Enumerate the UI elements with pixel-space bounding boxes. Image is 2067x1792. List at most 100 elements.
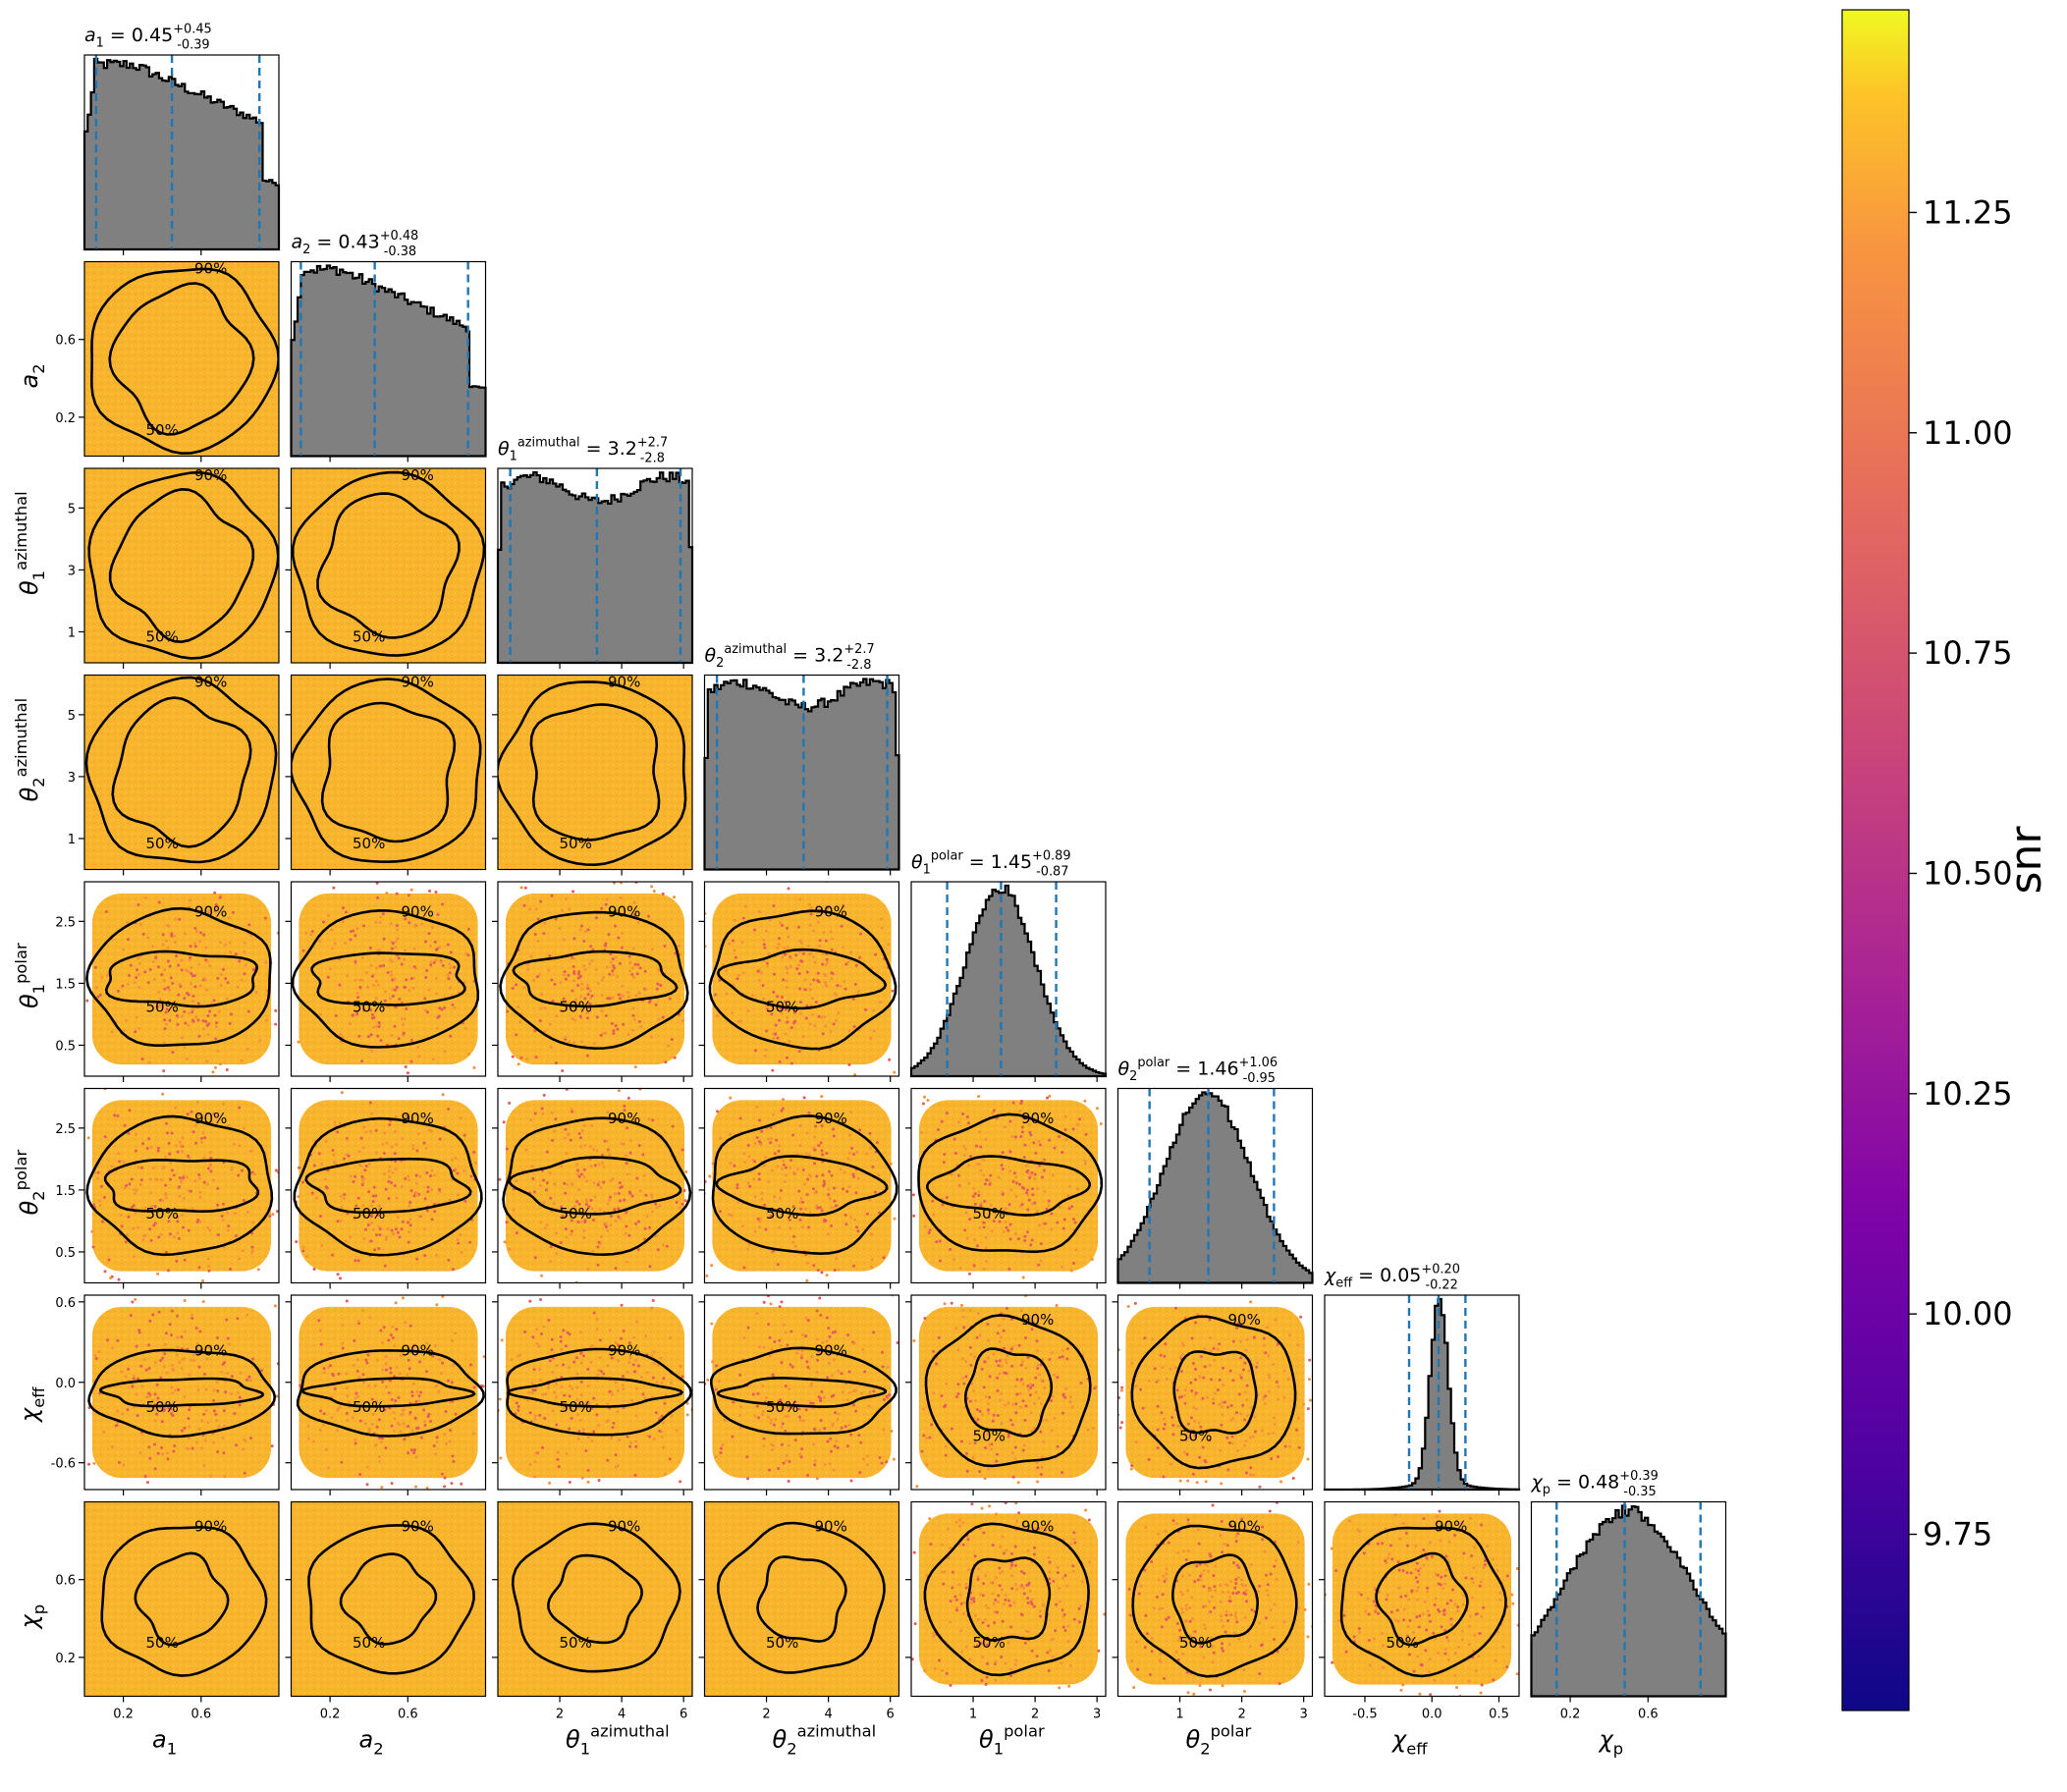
scatter-point — [486, 1256, 489, 1259]
scatter-point — [1179, 1370, 1183, 1374]
scatter-point — [401, 1136, 405, 1140]
scatter-point — [1000, 1422, 1004, 1426]
scatter-point — [1009, 1625, 1013, 1629]
scatter-point — [648, 1265, 652, 1269]
scatter-point — [961, 1308, 965, 1312]
scatter-point — [770, 1012, 774, 1016]
scatter-point — [616, 1388, 620, 1392]
scatter-point — [553, 982, 557, 986]
contour-90 — [923, 1522, 1090, 1677]
scatter-point — [1010, 1587, 1014, 1591]
scatter-point — [612, 964, 616, 968]
scatter-point — [560, 1347, 564, 1351]
scatter-point — [487, 963, 490, 966]
scatter-point — [957, 1583, 961, 1587]
scatter-point — [1242, 1668, 1246, 1672]
scatter-point — [787, 1443, 790, 1447]
scatter-point — [980, 1506, 984, 1510]
scatter-point — [1033, 1321, 1037, 1325]
scatter-point — [711, 1360, 715, 1364]
scatter-point — [370, 1049, 374, 1053]
scatter-point — [126, 920, 130, 924]
scatter-point — [542, 1325, 546, 1329]
scatter-point — [561, 1069, 565, 1073]
scatter-point — [1014, 1231, 1018, 1235]
scatter-point — [160, 1198, 164, 1202]
scatter-point — [678, 944, 681, 948]
scatter-point — [331, 1373, 335, 1377]
scatter-point — [668, 997, 672, 1001]
scatter-point — [119, 1214, 123, 1218]
scatter-point — [147, 1366, 151, 1370]
scatter-point — [1227, 1440, 1231, 1444]
scatter-point — [964, 1375, 968, 1379]
scatter-point — [176, 1345, 180, 1349]
scatter-point — [1270, 1457, 1274, 1461]
scatter-point — [1061, 1471, 1064, 1475]
scatter-point — [339, 1194, 343, 1198]
scatter-point — [808, 1211, 812, 1215]
contour-50 — [716, 1377, 888, 1408]
scatter-point — [417, 1394, 421, 1398]
scatter-point — [904, 1339, 907, 1342]
scatter-point — [1095, 1107, 1099, 1111]
scatter-point — [406, 1373, 409, 1377]
scatter-point — [912, 1214, 916, 1218]
scatter-point — [628, 1138, 632, 1142]
hist-title-a2: a2 = 0.43+0.48 -0.38 — [292, 229, 419, 259]
scatter-point — [68, 950, 71, 952]
scatter-point — [391, 1170, 395, 1174]
scatter-point — [868, 1131, 872, 1135]
scatter-point — [1055, 1304, 1059, 1308]
scatter-point — [961, 1315, 965, 1319]
scatter-point — [1058, 1600, 1061, 1603]
scatter-point — [1048, 1138, 1052, 1142]
scatter-point — [1228, 1369, 1232, 1373]
scatter-point — [354, 1174, 357, 1178]
scatter-point — [159, 1358, 163, 1362]
scatter-point — [628, 961, 632, 965]
scatter-point — [634, 1222, 638, 1225]
scatter-point — [746, 1326, 750, 1330]
scatter-point — [1233, 1586, 1237, 1590]
scatter-point — [980, 1079, 983, 1082]
scatter-point — [176, 1220, 180, 1223]
scatter-point — [226, 981, 230, 985]
scatter-point — [378, 1233, 382, 1237]
scatter-point — [438, 1006, 442, 1010]
scatter-point — [164, 1010, 168, 1014]
scatter-point — [400, 962, 404, 966]
scatter-point — [993, 1609, 997, 1613]
scatter-point — [800, 1225, 804, 1229]
scatter-point — [654, 1202, 658, 1206]
scatter-point — [811, 1187, 815, 1191]
scatter-point — [902, 1405, 905, 1408]
scatter-point — [324, 1447, 328, 1451]
scatter-point — [1202, 1585, 1206, 1589]
scatter-point — [341, 1341, 345, 1345]
scatter-point — [212, 1178, 216, 1182]
hist-panel-theta2_pol: θ2polar = 1.46+1.06 -0.95 — [1116, 1056, 1314, 1289]
y-tick-label: -0.6 — [51, 1457, 76, 1472]
scatter-point — [847, 1370, 851, 1374]
scatter-point — [202, 1412, 206, 1416]
contour-label-90: 90% — [608, 673, 640, 690]
scatter-point — [135, 1344, 138, 1348]
scatter-point — [868, 1390, 872, 1394]
scatter-point — [978, 1130, 982, 1134]
scatter-point — [395, 986, 399, 990]
scatter-point — [956, 1383, 960, 1386]
scatter-point — [431, 926, 435, 930]
scatter-point — [533, 1388, 537, 1392]
scatter-point — [178, 1140, 182, 1144]
scatter-point — [1482, 1605, 1486, 1609]
scatter-point — [856, 1229, 860, 1233]
scatter-point — [725, 969, 729, 973]
scatter-point — [821, 1173, 825, 1177]
scatter-point — [481, 1385, 485, 1388]
scatter-point — [1063, 1114, 1067, 1118]
scatter-point — [505, 1221, 509, 1224]
scatter-point — [241, 1249, 245, 1253]
scatter-point — [1429, 1693, 1433, 1697]
scatter-point — [1178, 1636, 1182, 1640]
